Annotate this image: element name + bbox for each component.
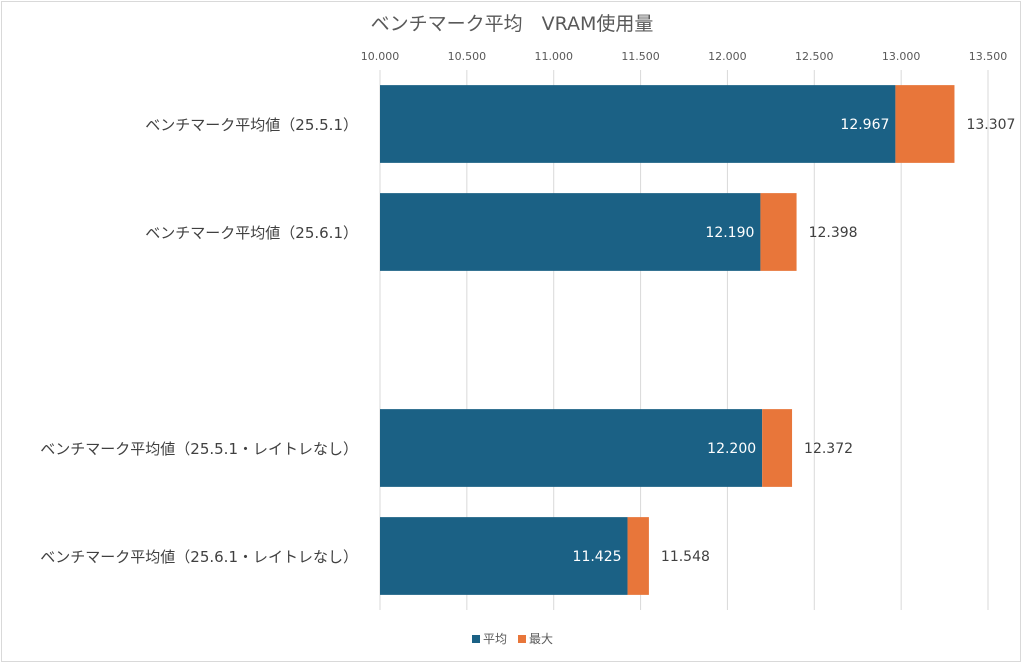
- category-label: ベンチマーク平均値（25.6.1）: [145, 224, 358, 242]
- bars: 12.967 13.307 12.190 12.398 12.200 12.372 11.4…: [380, 85, 1015, 595]
- data-label-average: 12.190: [705, 225, 754, 241]
- bar-max: [760, 193, 797, 271]
- legend-label: 平均: [483, 632, 507, 646]
- legend: 平均 最大: [472, 632, 553, 646]
- x-tick-label: 11.000: [534, 50, 573, 63]
- data-label-max: 12.372: [804, 441, 853, 457]
- bar-average: [380, 517, 628, 595]
- bar-average: [380, 409, 763, 487]
- x-axis-tick-labels: 10.000 10.500 11.000 11.500 12.000 12.500 13.0…: [361, 50, 1008, 63]
- x-tick-label: 13.500: [969, 50, 1008, 63]
- category-label: ベンチマーク平均値（25.6.1・レイトレなし）: [40, 548, 358, 566]
- data-label-max: 11.548: [661, 549, 710, 565]
- bar-max: [895, 85, 955, 163]
- chart-title: ベンチマーク平均 VRAM使用量: [371, 13, 654, 35]
- data-label-average: 11.425: [573, 549, 622, 565]
- x-tick-label: 13.000: [882, 50, 921, 63]
- bar-max: [627, 517, 649, 595]
- legend-label: 最大: [529, 632, 553, 646]
- bar-max: [762, 409, 793, 487]
- bar-average: [380, 85, 896, 163]
- legend-swatch: [472, 635, 480, 643]
- data-label-average: 12.967: [840, 117, 889, 133]
- data-label-average: 12.200: [707, 441, 756, 457]
- category-label: ベンチマーク平均値（25.5.1・レイトレなし）: [40, 440, 358, 458]
- category-labels: ベンチマーク平均値（25.5.1） ベンチマーク平均値（25.6.1） ベンチマーク…: [40, 116, 358, 566]
- x-tick-label: 11.500: [621, 50, 660, 63]
- data-label-max: 13.307: [966, 117, 1015, 133]
- x-tick-label: 12.000: [708, 50, 747, 63]
- bar-average: [380, 193, 761, 271]
- x-tick-label: 10.000: [361, 50, 400, 63]
- x-tick-label: 10.500: [448, 50, 487, 63]
- data-label-max: 12.398: [809, 225, 858, 241]
- legend-swatch: [518, 635, 526, 643]
- category-label: ベンチマーク平均値（25.5.1）: [145, 116, 358, 134]
- x-tick-label: 12.500: [795, 50, 834, 63]
